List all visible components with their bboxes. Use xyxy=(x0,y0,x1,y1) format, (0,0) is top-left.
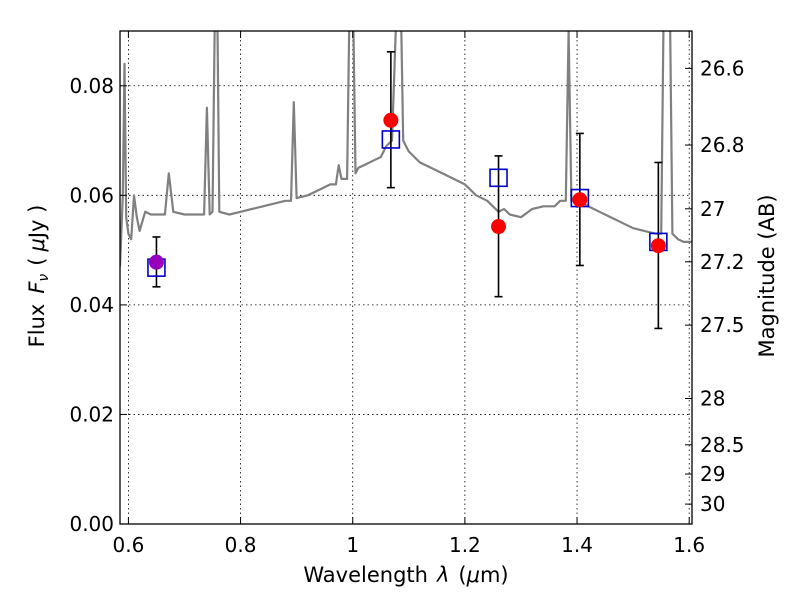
magnitude-tick-label: 26.6 xyxy=(700,56,745,80)
grid-lines xyxy=(120,31,692,525)
x-axis-label: Wavelength λ (μm) xyxy=(303,563,508,587)
y-axis-label-unit-open: ( xyxy=(25,258,49,266)
magnitude-tick-label: 28 xyxy=(700,387,725,411)
spectrum-line xyxy=(120,31,692,267)
y-tick-label: 0.00 xyxy=(69,512,114,536)
x-axis-label-prefix: Wavelength xyxy=(303,563,428,587)
model-square xyxy=(381,130,401,149)
y-axis-label-unit-rest: Jy ) xyxy=(25,205,49,241)
y-tick-label: 0.04 xyxy=(69,293,114,317)
x-axis-label-unit-mu: μ xyxy=(466,563,480,587)
observed-point xyxy=(650,238,666,254)
observed-point xyxy=(491,219,507,235)
magnitude-tick-label: 27.2 xyxy=(700,250,745,274)
magnitude-tick-label: 27.5 xyxy=(700,313,745,337)
magnitude-tick-label: 28.5 xyxy=(700,433,745,457)
y-tick-label: 0.06 xyxy=(69,183,114,207)
y-axis-label-unit-mu: μ xyxy=(25,238,49,252)
observed-points xyxy=(148,112,666,270)
x-tick-label: 1.6 xyxy=(673,533,705,557)
x-axis-label-unit-rest: m) xyxy=(480,563,509,587)
observed-point xyxy=(383,112,399,128)
y-tick-label: 0.02 xyxy=(69,402,114,426)
model-square xyxy=(489,168,508,188)
y-axis-label: Flux Fν ( μJy ) xyxy=(25,205,52,348)
y-axis-label-subscript: ν xyxy=(36,274,52,282)
spectrum-series xyxy=(120,31,692,267)
observed-point xyxy=(148,254,164,270)
magnitude-axis-label: Magnitude (AB) xyxy=(755,194,779,357)
x-axis-label-unit-open: ( xyxy=(458,563,466,587)
y-tick-label: 0.08 xyxy=(69,74,114,98)
magnitude-tick-label: 27 xyxy=(700,197,725,221)
x-axis-label-symbol: λ xyxy=(436,563,449,587)
x-tick-label: 1.2 xyxy=(449,533,481,557)
y-axis-label-symbol: F xyxy=(25,281,49,294)
axis-ticks: 0.6 0.8 1 1.2 1.4 1.6 0.00 0.02 0.04 0.06 0.08 26.6… xyxy=(69,31,745,557)
x-tick-label: 1.4 xyxy=(561,533,593,557)
x-tick-label: 0.6 xyxy=(113,533,145,557)
x-tick-label: 0.8 xyxy=(225,533,257,557)
model-points xyxy=(147,130,668,277)
x-tick-label: 1 xyxy=(346,533,359,557)
observed-point xyxy=(572,192,588,208)
magnitude-tick-label: 30 xyxy=(700,492,725,516)
magnitude-tick-label: 26.8 xyxy=(700,133,745,157)
y-axis-label-prefix: Flux xyxy=(25,304,49,348)
magnitude-tick-label: 29 xyxy=(700,462,725,486)
plot-frame xyxy=(119,30,693,525)
